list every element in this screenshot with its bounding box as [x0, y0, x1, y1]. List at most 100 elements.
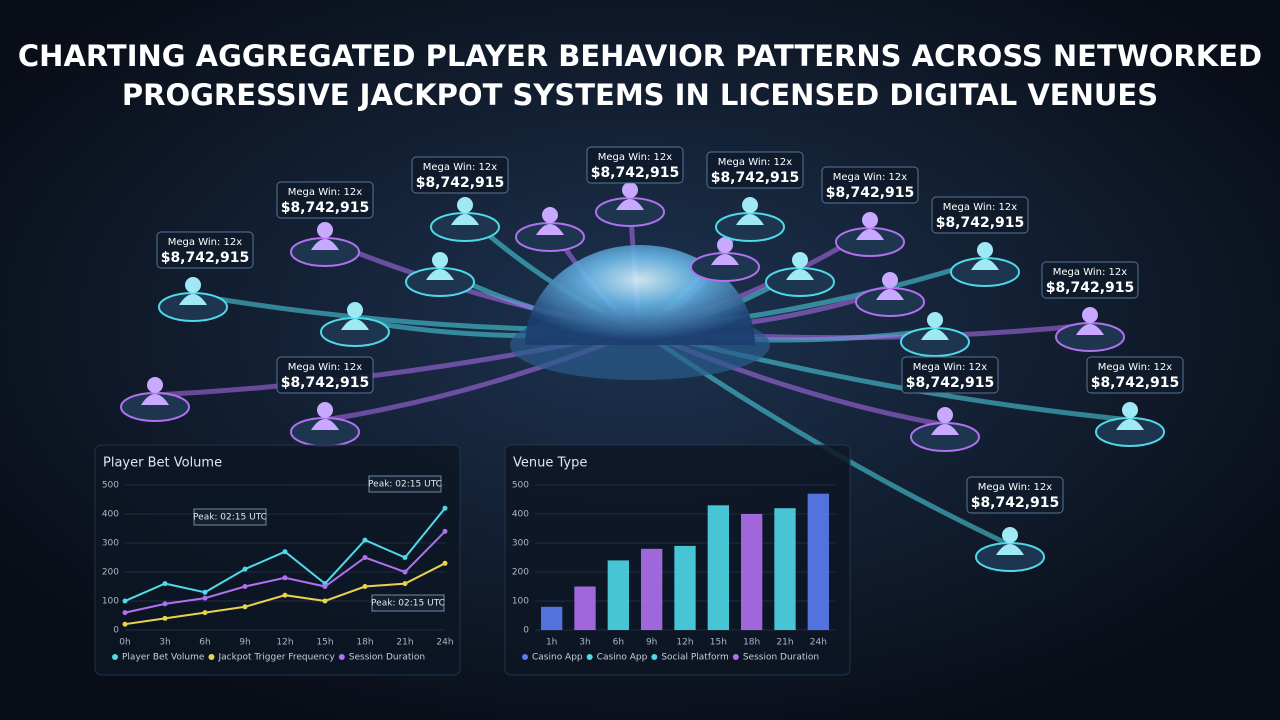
- label-box: [1041, 261, 1139, 299]
- avatar-head: [792, 252, 808, 268]
- chart-title: Venue Type: [513, 456, 587, 471]
- legend-swatch: [112, 654, 118, 660]
- point: [242, 604, 248, 610]
- point: [162, 581, 168, 587]
- nodes: Mega Win: 12x $8,742,915 Mega Win: 12x $8,7…: [120, 146, 1184, 572]
- bar: [774, 508, 796, 630]
- node-label: Mega Win: 12x: [598, 152, 672, 163]
- avatar-body: [426, 269, 454, 280]
- node-amount: $8,742,915: [936, 215, 1025, 231]
- node-label: Mega Win: 12x: [943, 202, 1017, 213]
- label-box: [586, 146, 684, 184]
- avatar-body: [1076, 324, 1104, 335]
- avatar-head: [185, 277, 201, 293]
- y-tick-label: 500: [102, 481, 119, 491]
- node-label: Mega Win: 12x: [718, 157, 792, 168]
- annotation-box: [368, 475, 442, 493]
- x-tick-label: 15h: [710, 638, 727, 648]
- avatar-head: [882, 272, 898, 288]
- x-tick-label: 1h: [546, 638, 557, 648]
- bar: [674, 545, 696, 630]
- chart-panel: [94, 444, 461, 676]
- y-tick-label: 400: [512, 510, 529, 520]
- label-box: [901, 356, 999, 394]
- legend-label: Social Platform: [661, 653, 729, 663]
- legend-label: Player Bet Volume: [122, 653, 205, 663]
- node-amount: $8,742,915: [281, 375, 370, 391]
- x-tick-label: 3h: [579, 638, 590, 648]
- point: [122, 598, 128, 604]
- node-label: Mega Win: 12x: [1098, 362, 1172, 373]
- y-tick-label: 200: [512, 568, 529, 578]
- avatar-body: [141, 394, 169, 405]
- avatar-head: [1002, 527, 1018, 543]
- point: [202, 595, 208, 601]
- point: [442, 505, 448, 511]
- point: [162, 601, 168, 607]
- point: [122, 610, 128, 616]
- label-box: [821, 166, 919, 204]
- point: [202, 589, 208, 595]
- x-tick-label: 21h: [776, 638, 793, 648]
- node-label: Mega Win: 12x: [288, 362, 362, 373]
- avatar-head: [347, 302, 363, 318]
- avatar-body: [786, 269, 814, 280]
- point: [242, 584, 248, 589]
- label-box: [706, 151, 804, 189]
- label-box: [276, 181, 374, 219]
- point: [122, 621, 128, 627]
- legend-swatch: [732, 654, 739, 660]
- charts: Player Bet Volume 0 100 200 300 400 500 0h 3h 6h 9…: [94, 444, 851, 676]
- x-tick-label: 24h: [810, 638, 827, 648]
- node-label: Mega Win: 12x: [168, 237, 242, 248]
- annotation-box: [193, 508, 267, 526]
- point: [402, 581, 408, 587]
- legend-label: Session Duration: [349, 653, 425, 663]
- avatar-body: [736, 214, 764, 225]
- node-label: Mega Win: 12x: [913, 362, 987, 373]
- avatar-body: [451, 214, 479, 225]
- x-tick-label: 12h: [676, 638, 693, 648]
- avatar-head: [1122, 402, 1138, 418]
- label-box: [931, 196, 1029, 234]
- node-amount: $8,742,915: [161, 250, 250, 266]
- label-box: [1086, 356, 1184, 394]
- bar: [741, 514, 763, 630]
- label-box: [156, 231, 254, 269]
- avatar-head: [927, 312, 943, 328]
- avatar-body: [311, 239, 339, 250]
- point: [402, 555, 408, 560]
- x-tick-label: 21h: [396, 638, 413, 648]
- x-tick-label: 3h: [159, 638, 170, 648]
- point: [242, 566, 248, 572]
- bar: [707, 505, 729, 630]
- point: [402, 569, 408, 575]
- chart-title: Player Bet Volume: [103, 456, 222, 471]
- avatar-body: [921, 329, 949, 340]
- node-amount: $8,742,915: [281, 200, 370, 216]
- avatar-body: [311, 419, 339, 430]
- point: [322, 598, 328, 604]
- avatar-head: [977, 242, 993, 258]
- bar: [807, 493, 829, 630]
- node-amount: $8,742,915: [1046, 280, 1135, 296]
- node-label: Mega Win: 12x: [978, 482, 1052, 493]
- x-tick-label: 24h: [436, 638, 453, 648]
- legend-swatch: [208, 654, 215, 660]
- legend-swatch: [651, 654, 658, 660]
- point: [322, 584, 328, 589]
- avatar-body: [1116, 419, 1144, 430]
- legend-swatch: [586, 654, 593, 660]
- x-tick-label: 12h: [276, 638, 293, 648]
- avatar-head: [937, 407, 953, 423]
- y-tick-label: 500: [512, 481, 529, 491]
- avatar-body: [536, 224, 564, 235]
- x-tick-label: 18h: [356, 638, 373, 648]
- legend-swatch: [338, 654, 345, 660]
- annotation-box: [371, 594, 445, 612]
- avatar-body: [876, 289, 904, 300]
- point: [162, 615, 168, 621]
- node-amount: $8,742,915: [971, 495, 1060, 511]
